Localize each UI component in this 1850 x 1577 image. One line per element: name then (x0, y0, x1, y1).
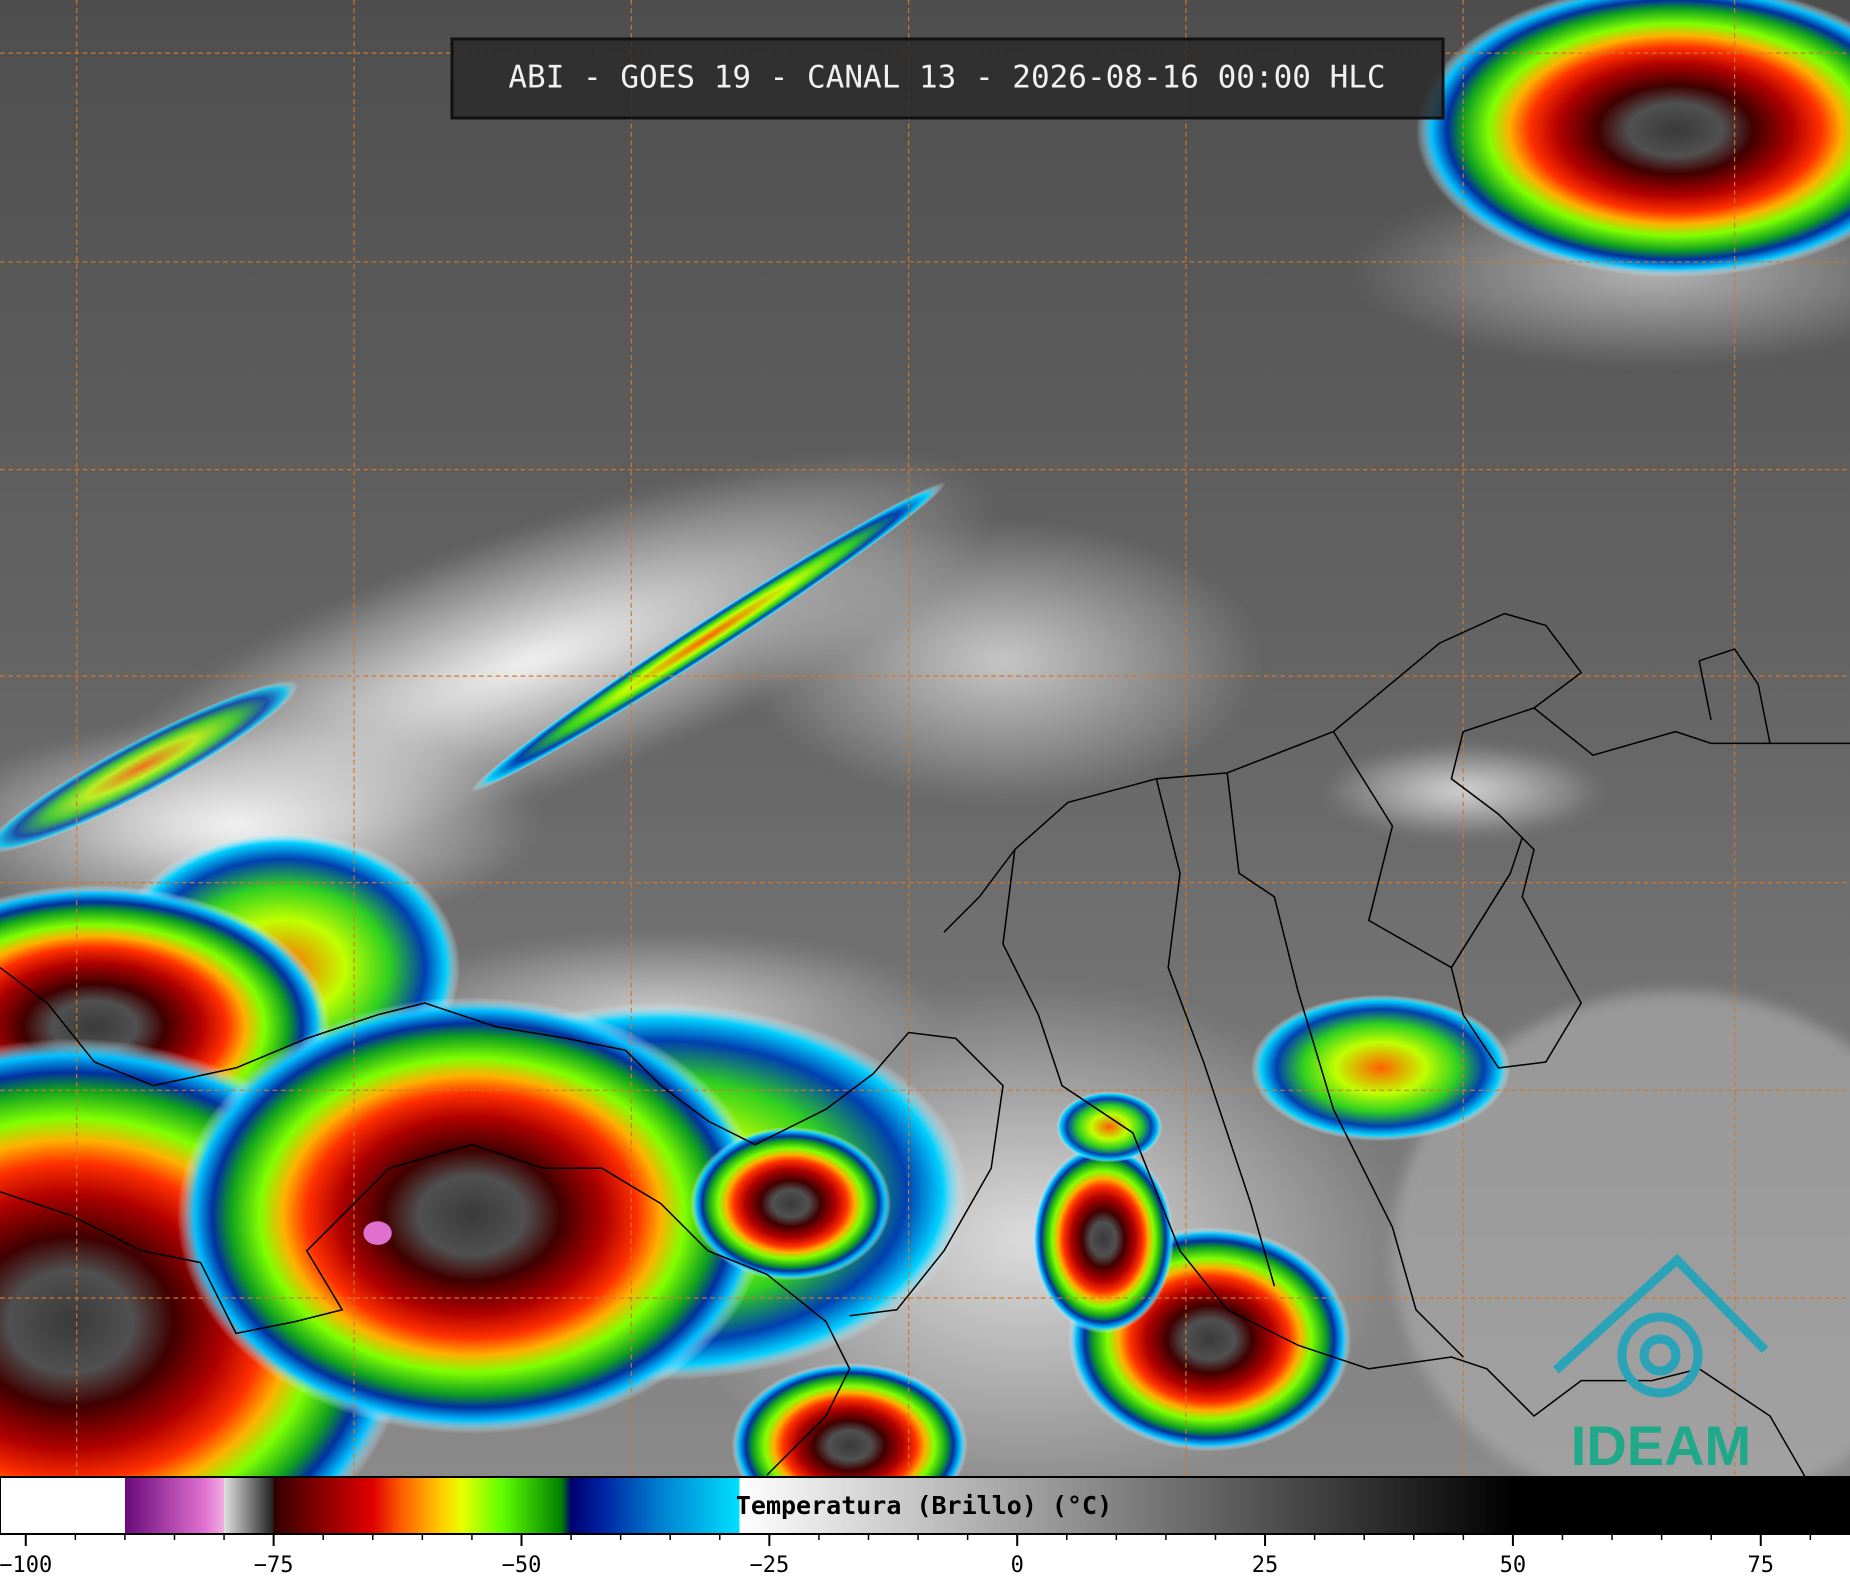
title: ABI - GOES 19 - CANAL 13 - 2026-08-16 00… (508, 60, 1385, 96)
colorbar (0, 1476, 1850, 1535)
colorbar-tick-label: 25 (1252, 1553, 1279, 1577)
logo (1552, 1253, 1769, 1398)
colorbar-tick-label: −100 (0, 1553, 52, 1577)
colorbar-tick-label: 0 (1011, 1553, 1024, 1577)
colorbar-label: Temperatura (Brillo) (°C) (736, 1491, 1112, 1520)
colorbar-ticks: −100 −75 −50 −25 0 25 50 75 (0, 1534, 1812, 1577)
colorbar-tick-label: 75 (1748, 1553, 1775, 1577)
title-box (450, 37, 1445, 120)
logo-text: IDEAM (1571, 1414, 1751, 1477)
colorbar-tick-label: −50 (502, 1553, 542, 1577)
colorbar-tick-label: −25 (749, 1553, 789, 1577)
colorbar-tick-label: −75 (254, 1553, 294, 1577)
colorbar-tick-label: 50 (1500, 1553, 1527, 1577)
